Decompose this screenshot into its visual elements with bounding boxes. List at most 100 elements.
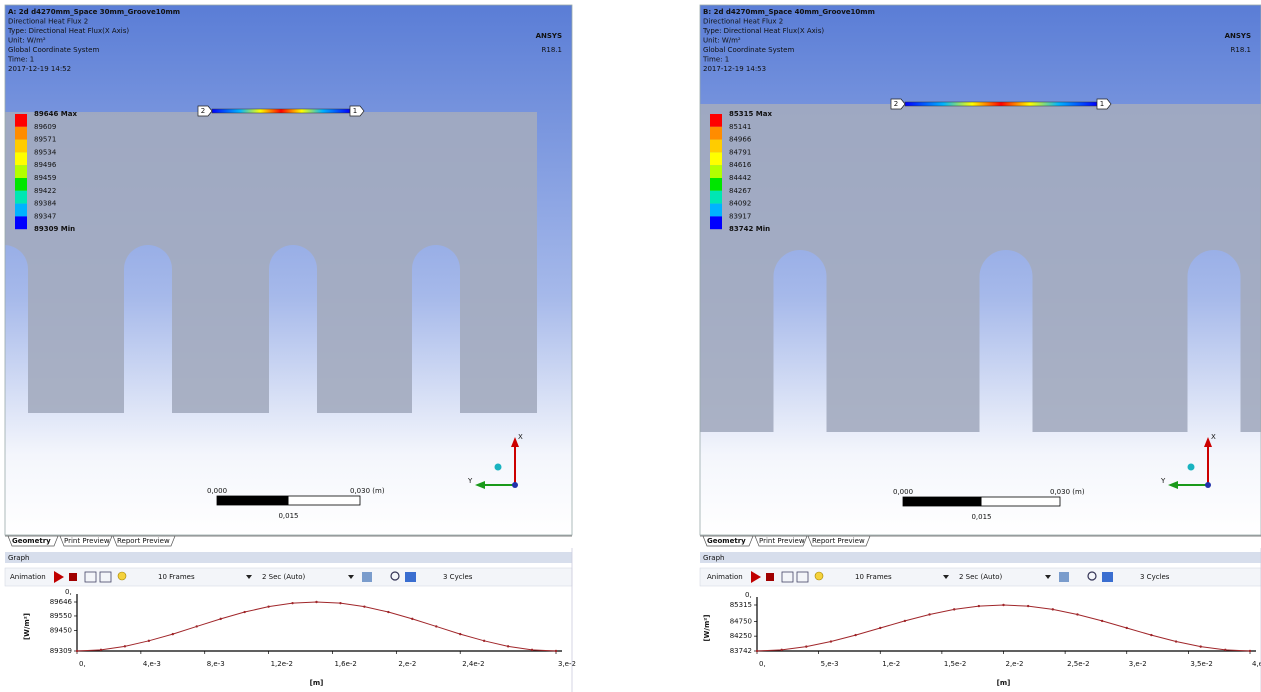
logo-name: ANSYS	[536, 32, 562, 40]
graph-title: Graph	[8, 554, 29, 562]
curve-point	[555, 650, 557, 652]
y-axis-label: [W/m²]	[703, 614, 711, 641]
viewport	[0, 5, 572, 535]
tab: Geometry	[707, 537, 746, 545]
curve-point	[315, 601, 317, 603]
bulb-icon[interactable]	[118, 572, 126, 580]
animation-label: Animation	[707, 573, 743, 581]
curve-point	[100, 649, 102, 651]
curve-point	[1027, 605, 1029, 607]
export-icon[interactable]	[1059, 572, 1069, 582]
legend-swatch	[15, 204, 27, 217]
triad-origin	[512, 482, 518, 488]
stop-button[interactable]	[69, 573, 77, 581]
legend-swatch	[15, 114, 27, 127]
x-tick-label: 0,	[759, 660, 766, 668]
frames-select[interactable]: 10 Frames	[158, 573, 195, 581]
curve	[77, 602, 556, 651]
tab: Geometry	[12, 537, 51, 545]
curve-point	[172, 633, 174, 635]
x-tick-label: 3,e-2	[558, 660, 576, 668]
legend-swatch	[15, 178, 27, 191]
y-tick-label: 85315	[730, 601, 752, 609]
curve-point	[411, 618, 413, 620]
triad-ball	[1188, 464, 1195, 471]
curve-point	[904, 620, 906, 622]
curve-point	[267, 605, 269, 607]
logo-version: R18.1	[1231, 46, 1251, 54]
geometry-slot	[269, 245, 317, 413]
graph-header	[700, 552, 1261, 563]
curve-point	[148, 640, 150, 642]
curve-point	[291, 602, 293, 604]
curve-point	[1002, 604, 1004, 606]
x-tick-label: 1,e-2	[882, 660, 900, 668]
frames-select[interactable]: 10 Frames	[855, 573, 892, 581]
curve-point	[196, 625, 198, 627]
y-tick-label: 89646	[50, 598, 73, 606]
curve-point	[928, 613, 930, 615]
curve-point	[830, 640, 832, 642]
y-tick-label: 84250	[730, 632, 752, 640]
result-info: 2017-12-19 14:52	[8, 65, 71, 73]
legend-swatch	[15, 165, 27, 178]
x-tick-label: 2,e-2	[398, 660, 416, 668]
curve-point	[1249, 650, 1251, 652]
result-info: Global Coordinate System	[703, 46, 794, 54]
legend-swatch	[15, 140, 27, 153]
curve-point	[879, 627, 881, 629]
geometry-slot	[980, 250, 1033, 432]
export-icon[interactable]	[362, 572, 372, 582]
y-top-label: 0,	[65, 588, 72, 596]
color-icon[interactable]	[1102, 572, 1113, 582]
legend-label: 85315 Max	[729, 110, 772, 118]
scale-end: 0,030 (m)	[1050, 488, 1085, 496]
y-top-label: 0,	[745, 591, 752, 599]
x-axis-label: [m]	[997, 679, 1011, 687]
curve-point	[124, 645, 126, 647]
legend-swatch	[710, 114, 722, 127]
legend-swatch	[710, 191, 722, 204]
scale-mid: 0,015	[278, 512, 298, 520]
y-tick-label: 83742	[730, 647, 752, 655]
scale-mid: 0,015	[971, 513, 991, 521]
probe-line	[212, 109, 350, 113]
duration-select[interactable]: 2 Sec (Auto)	[959, 573, 1002, 581]
curve-point	[953, 608, 955, 610]
result-info: Unit: W/m²	[8, 37, 46, 45]
x-tick-label: 1,2e-2	[271, 660, 293, 668]
x-tick-label: 1,5e-2	[944, 660, 966, 668]
x-axis-label: [m]	[310, 679, 324, 687]
probe-label: 2	[894, 100, 898, 108]
animation-label: Animation	[10, 573, 46, 581]
legend-swatch	[710, 204, 722, 217]
legend-swatch	[710, 152, 722, 165]
x-tick-label: 2,e-2	[1006, 660, 1024, 668]
geometry-slot	[0, 245, 28, 413]
legend-label: 89459	[34, 174, 56, 182]
curve-point	[1150, 634, 1152, 636]
legend-label: 84442	[729, 174, 751, 182]
x-tick-label: 4,e-3	[143, 660, 161, 668]
probe-label: 1	[1100, 100, 1104, 108]
color-icon[interactable]	[405, 572, 416, 582]
probe-label: 2	[201, 107, 205, 115]
curve-point	[978, 605, 980, 607]
legend-label: 89347	[34, 212, 56, 220]
legend-label: 89422	[34, 187, 56, 195]
screenshot: A: 2d d4270mm_Space 30mm_Groove10mmDirec…	[0, 0, 1261, 692]
y-tick-label: 89450	[50, 626, 72, 634]
stop-button[interactable]	[766, 573, 774, 581]
curve-point	[756, 650, 758, 652]
triad-y-label: Y	[1160, 477, 1166, 485]
triad-x-label: X	[1211, 433, 1216, 441]
viewport	[700, 5, 1261, 535]
triad-x-label: X	[518, 433, 523, 441]
curve-point	[531, 649, 533, 651]
x-tick-label: 2,4e-2	[462, 660, 484, 668]
duration-select[interactable]: 2 Sec (Auto)	[262, 573, 305, 581]
probe-label: 1	[353, 107, 357, 115]
tab: Report Preview	[117, 537, 170, 545]
legend-label: 89384	[34, 200, 57, 208]
bulb-icon[interactable]	[815, 572, 823, 580]
